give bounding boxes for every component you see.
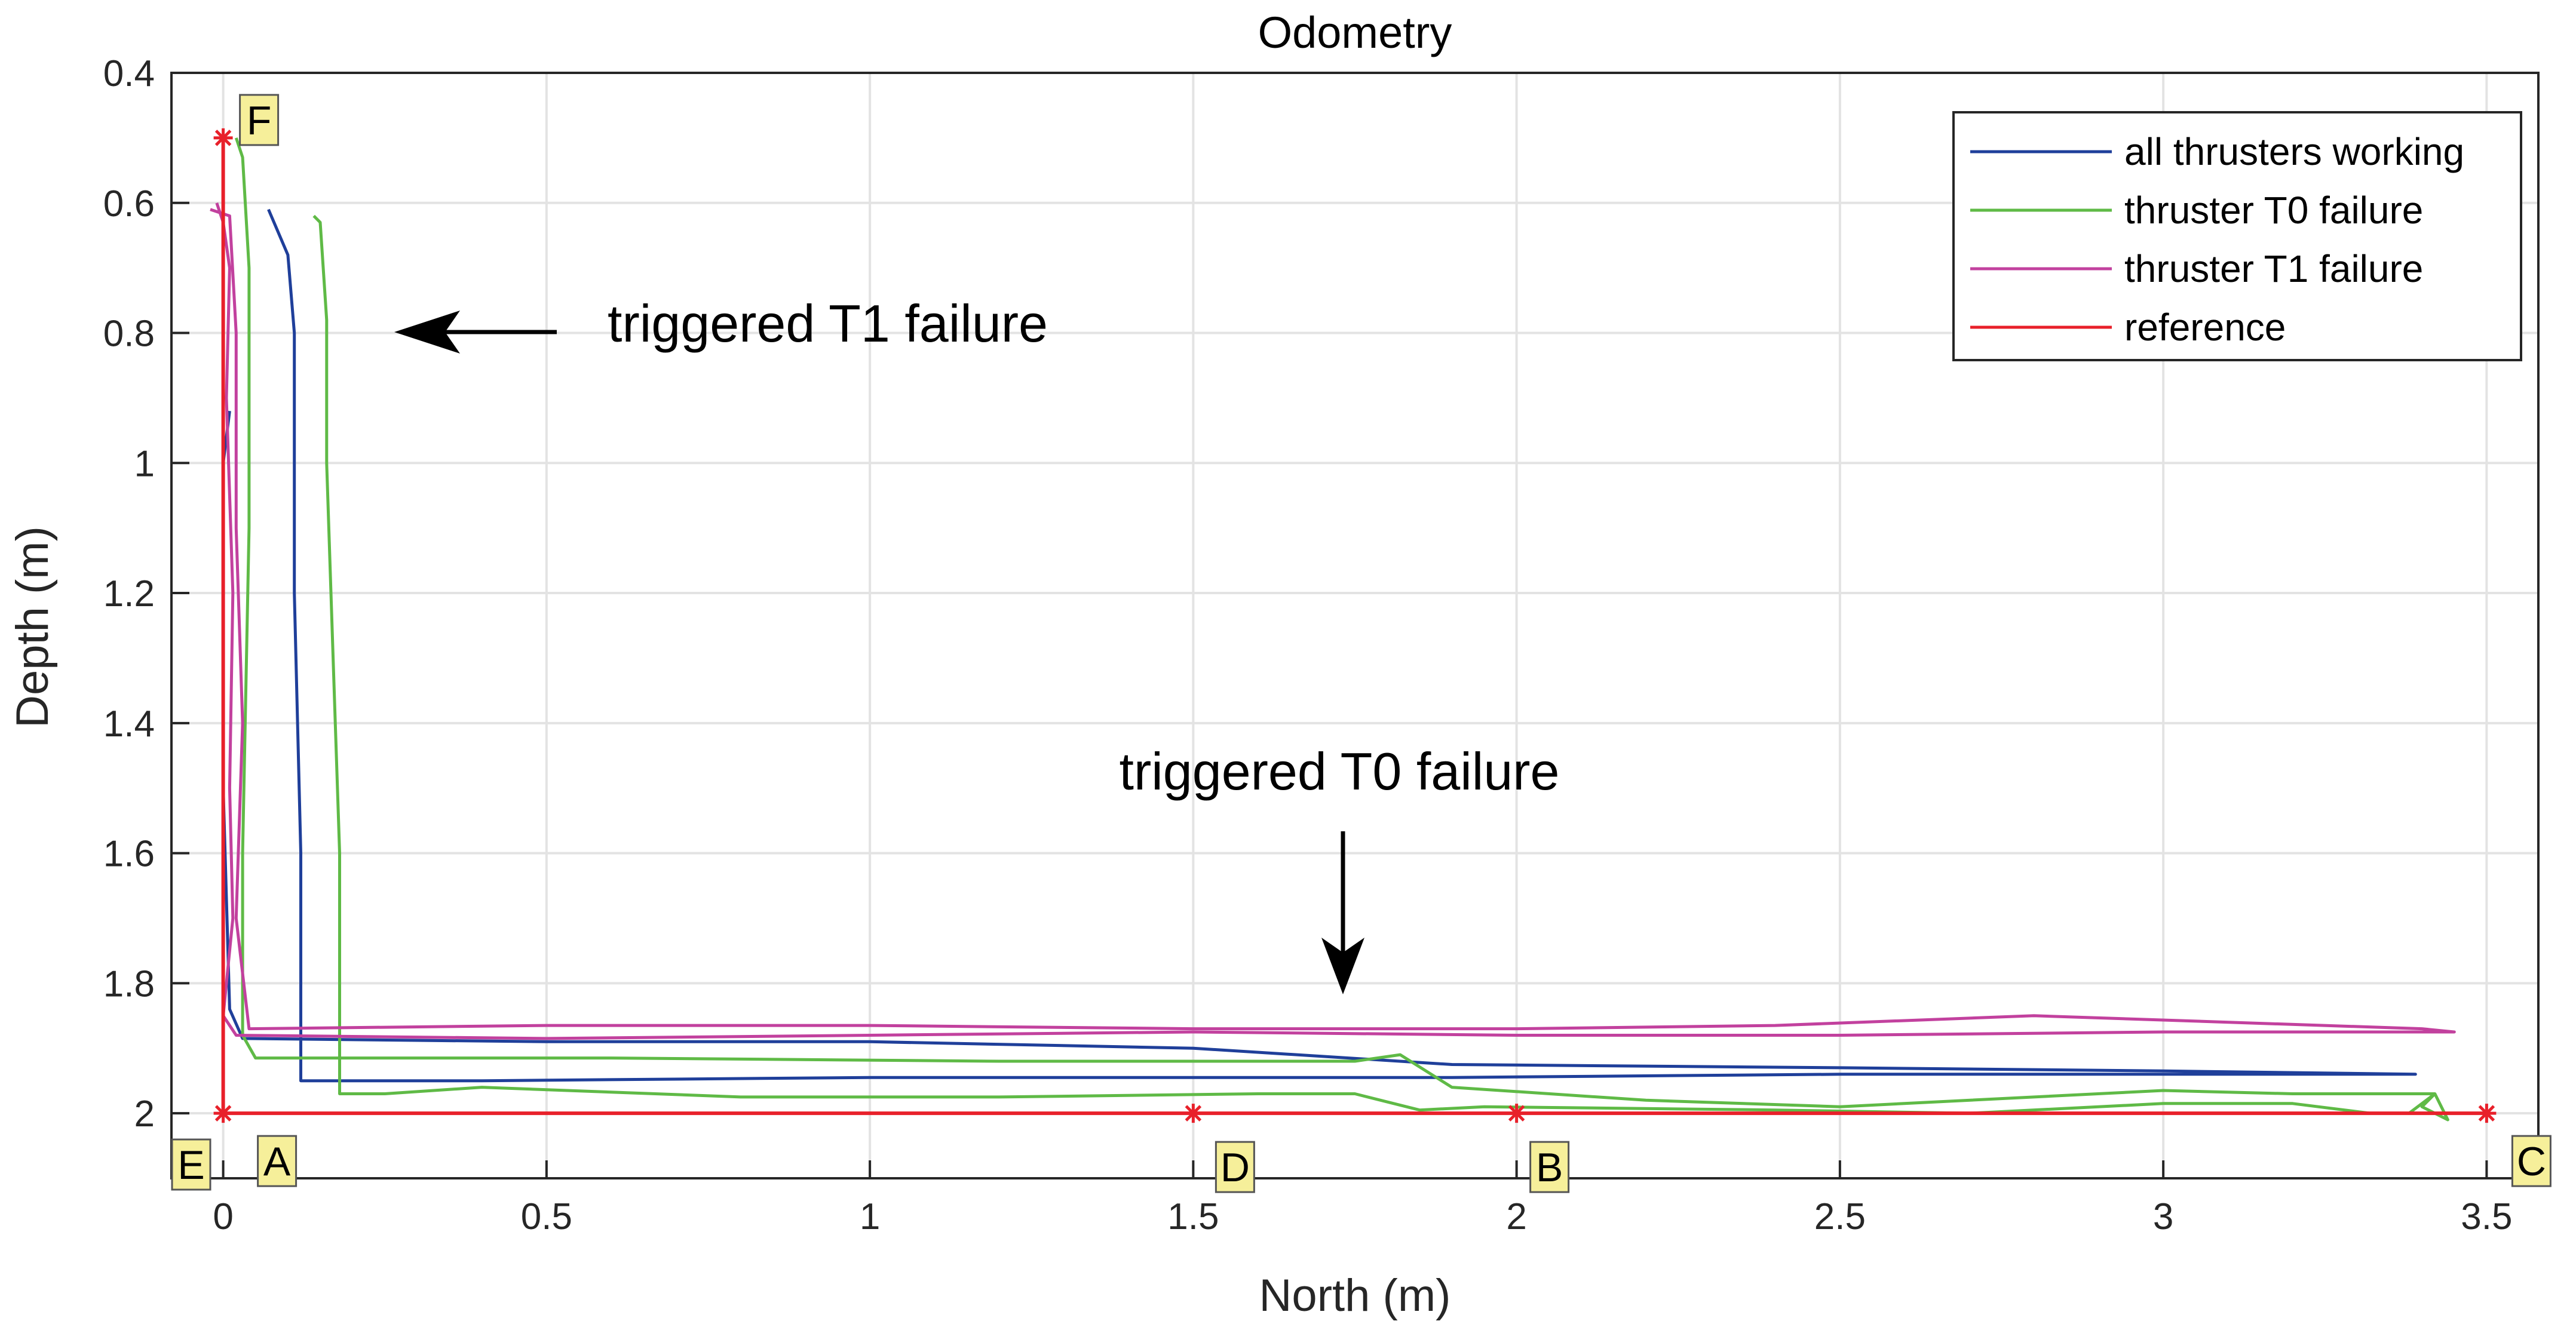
reference-marker-F (213, 128, 233, 148)
reference-marker-D (1183, 1104, 1203, 1123)
point-label-box-C (2511, 1135, 2552, 1187)
y-tick-label: 1.6 (103, 834, 155, 875)
point-label-box-B (1529, 1141, 1570, 1193)
annotation-t1-arrow-head (394, 311, 460, 354)
y-tick-label: 1 (134, 443, 155, 484)
x-tick-label: 3.5 (2461, 1196, 2512, 1237)
reference-marker-A (213, 1104, 233, 1123)
y-tick-label: 1.8 (103, 963, 155, 1004)
point-label-box-F (239, 94, 280, 146)
point-label-B: B (1536, 1145, 1563, 1190)
x-tick-label: 1.5 (1167, 1196, 1219, 1237)
series-line-0 (222, 208, 2417, 1083)
x-tick-label: 0.5 (521, 1196, 572, 1237)
y-tick-label: 0.8 (103, 314, 155, 355)
legend: all thrusters working thruster T0 failur… (1952, 111, 2522, 361)
annotation-t0-arrow-head (1321, 938, 1364, 994)
y-tick-label: 2 (134, 1093, 155, 1135)
annotation-t0-text: triggered T0 failure (1120, 742, 1560, 801)
legend-label-reference: reference (2124, 306, 2286, 349)
x-tick-label: 0 (213, 1196, 233, 1237)
markers-group: F A D B C E (171, 94, 2552, 1193)
legend-box (1952, 111, 2522, 361)
point-label-E: E (177, 1142, 204, 1188)
y-tick-label: 1.2 (103, 573, 155, 615)
point-label-F: F (247, 98, 272, 143)
annotation-t1: triggered T1 failure (394, 294, 1048, 354)
x-tick-label: 3 (2153, 1196, 2173, 1237)
x-tick-label: 1 (860, 1196, 880, 1237)
y-axis-label: Depth (m) (7, 526, 58, 728)
point-label-A: A (263, 1139, 291, 1184)
x-tick-label: 2 (1506, 1196, 1526, 1237)
legend-label-all-thrusters: all thrusters working (2124, 130, 2464, 173)
point-label-box-A (257, 1135, 298, 1187)
reference-marker-B (1507, 1104, 1526, 1123)
ticks: 0 0.5 1 1.5 2 2.5 3 3.5 0.4 0.6 0.8 1 1.2 1.4 1.6 1.8 2 (103, 53, 2513, 1237)
point-label-box-D (1215, 1141, 1255, 1193)
annotation-t0: triggered T0 failure (1120, 742, 1560, 994)
x-tick-label: 2.5 (1814, 1196, 1866, 1237)
plot-frame (170, 72, 2540, 1179)
x-axis-label: North (m) (1259, 1270, 1451, 1321)
reference-marker-C (2477, 1104, 2497, 1123)
y-tick-label: 0.6 (103, 183, 155, 225)
point-label-C: C (2517, 1139, 2546, 1184)
chart-title: Odometry (1258, 8, 1452, 57)
y-tick-label: 0.4 (103, 53, 155, 94)
y-tick-label: 1.4 (103, 704, 155, 745)
annotation-t1-text: triggered T1 failure (608, 294, 1048, 353)
legend-label-t0: thruster T0 failure (2124, 189, 2423, 232)
series-line-2 (210, 202, 2456, 1040)
point-label-box-E (171, 1138, 211, 1191)
legend-label-t1: thruster T1 failure (2124, 247, 2423, 290)
point-label-D: D (1220, 1145, 1250, 1190)
